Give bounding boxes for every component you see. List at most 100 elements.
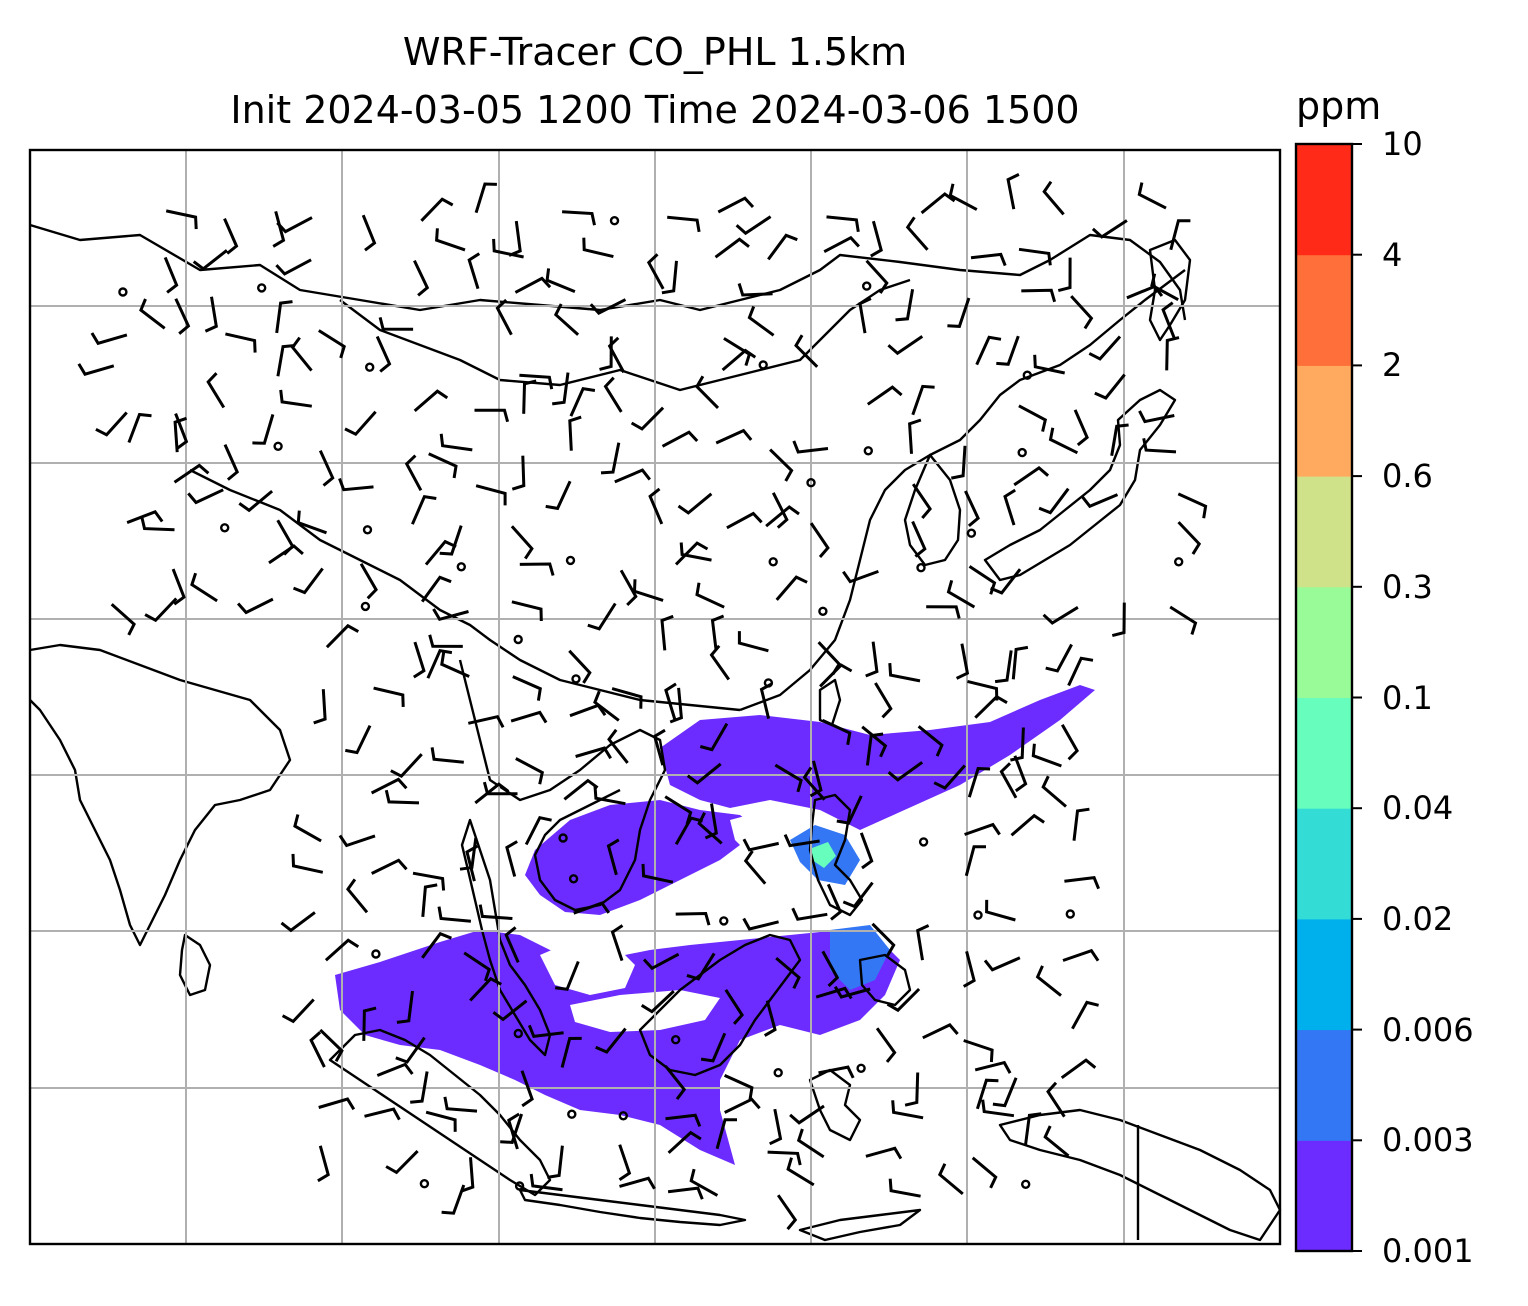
wind-barb: [426, 649, 453, 679]
wind-barb: [1169, 219, 1191, 251]
calm-wind-marker: [419, 1178, 430, 1189]
calm-wind-marker: [1022, 370, 1033, 380]
wind-barb: [964, 822, 1001, 836]
wind-barb: [163, 256, 179, 294]
wind-barb: [593, 786, 626, 806]
wind-barb: [669, 687, 684, 724]
wind-barb: [1024, 1112, 1042, 1146]
wind-barb: [378, 317, 414, 331]
wind-barb: [946, 579, 976, 609]
calm-wind-marker: [257, 283, 267, 293]
wind-barb: [482, 781, 518, 796]
wind-barb: [474, 408, 510, 423]
colorbar-tick-label: 0.001: [1382, 1232, 1474, 1270]
coastline-india: [29, 643, 292, 947]
wind-barb: [510, 710, 548, 724]
wind-barb: [905, 216, 929, 251]
wind-barb: [1165, 336, 1180, 371]
wind-barb: [809, 760, 823, 798]
coastline-new-guinea: [998, 1108, 1282, 1242]
wind-barb: [646, 253, 665, 290]
wind-barb: [821, 719, 852, 746]
wind-barb: [293, 814, 322, 843]
wind-barb: [1035, 965, 1062, 997]
wind-barb: [587, 602, 617, 631]
wind-barb: [275, 258, 312, 276]
wind-barb: [547, 1145, 564, 1179]
wind-barb: [767, 233, 798, 261]
wind-barbs-layer: [77, 173, 1208, 1231]
colorbar-tick-label: 0.04: [1382, 789, 1454, 828]
colorbar-segment: [1296, 1140, 1352, 1252]
wind-barb: [992, 1077, 1018, 1108]
wind-barb: [619, 569, 638, 606]
wind-barb: [963, 1039, 994, 1063]
wind-barb: [439, 525, 463, 556]
map-frame: [28, 148, 1282, 1246]
wind-barb: [563, 778, 599, 801]
colorbar-segment: [1296, 586, 1352, 698]
wind-barb: [519, 373, 554, 390]
wind-barb: [699, 722, 729, 752]
wind-barb: [865, 259, 889, 294]
wind-barb: [981, 1099, 1015, 1118]
wind-barb: [206, 372, 226, 409]
wind-barb: [396, 990, 414, 1024]
wind-barb: [174, 298, 191, 335]
wind-barb: [345, 724, 372, 755]
wind-barb: [786, 1157, 815, 1187]
wind-barb: [911, 520, 927, 558]
coastline-sri-lanka: [178, 933, 212, 997]
wind-barb: [512, 675, 542, 701]
calm-wind-marker: [609, 215, 620, 226]
wind-barb: [390, 753, 423, 779]
wind-barb: [204, 296, 218, 333]
wind-barb: [346, 878, 369, 914]
wind-barb: [478, 904, 513, 920]
wind-barb: [709, 644, 731, 681]
wind-barb: [1046, 1081, 1066, 1118]
wind-barb: [704, 803, 718, 840]
wind-barb: [474, 182, 497, 214]
plume-hole-java-sea: [570, 990, 720, 1032]
wind-barb: [1138, 410, 1175, 424]
wind-barb: [826, 883, 843, 921]
wind-barb: [292, 567, 324, 595]
plume-hole-borneo: [540, 940, 635, 995]
wind-barb: [238, 489, 274, 513]
wind-barb: [607, 336, 626, 374]
wind-barb: [664, 1065, 687, 1100]
wind-barb: [630, 406, 665, 431]
wind-barb: [599, 336, 613, 371]
calm-wind-marker: [219, 523, 230, 533]
wind-barb: [318, 329, 346, 359]
colorbar-segment: [1296, 254, 1352, 366]
wind-barb: [606, 838, 620, 876]
wind-barb: [425, 1110, 457, 1132]
wind-barb: [192, 249, 228, 271]
wind-barb: [171, 568, 186, 606]
wind-barb: [545, 480, 572, 511]
wind-barb: [510, 525, 534, 560]
wind-barb: [700, 1032, 727, 1063]
wind-barb: [974, 1060, 1012, 1074]
wind-barb: [686, 952, 716, 981]
wind-barb: [281, 998, 315, 1024]
wind-barb: [1042, 606, 1079, 625]
wind-barb: [789, 1104, 825, 1125]
wind-barb: [519, 562, 555, 576]
wind-barb: [1073, 409, 1089, 447]
wind-barb: [695, 582, 725, 609]
wind-barb: [674, 541, 709, 566]
wind-barb: [821, 950, 840, 988]
wind-barb: [515, 757, 545, 785]
wind-barb: [818, 1065, 855, 1079]
calm-wind-marker: [362, 525, 373, 535]
wind-barb: [469, 976, 503, 1002]
wind-barb: [723, 1074, 754, 1100]
coastline-indochina: [458, 659, 667, 912]
wind-barb: [792, 440, 829, 454]
wind-barb: [947, 297, 971, 328]
wind-barb: [318, 1097, 356, 1111]
wind-barb: [975, 335, 1002, 366]
